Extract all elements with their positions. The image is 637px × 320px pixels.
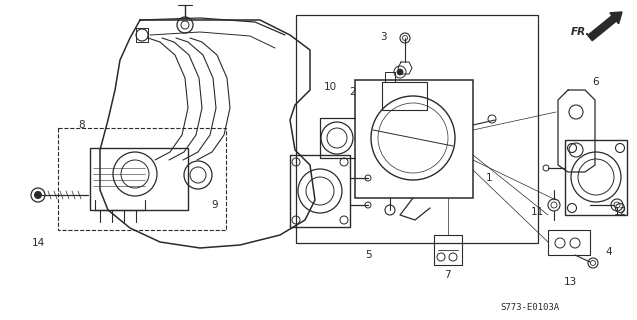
Text: 3: 3 — [380, 32, 386, 42]
Text: 14: 14 — [31, 238, 45, 248]
Bar — [434, 235, 462, 265]
Text: 4: 4 — [606, 247, 612, 257]
Text: 1: 1 — [485, 173, 492, 183]
Bar — [355, 80, 473, 198]
Circle shape — [34, 191, 41, 198]
Text: S773-E0103A: S773-E0103A — [501, 303, 559, 313]
Text: 2: 2 — [350, 87, 356, 97]
Text: 13: 13 — [563, 277, 576, 287]
Text: 6: 6 — [592, 77, 599, 87]
Bar — [290, 155, 350, 227]
Text: 7: 7 — [444, 270, 450, 280]
Text: 11: 11 — [531, 207, 543, 217]
Circle shape — [397, 69, 403, 75]
Bar — [58, 128, 226, 230]
Text: 8: 8 — [79, 120, 85, 130]
FancyArrow shape — [588, 12, 622, 41]
Bar — [382, 82, 427, 110]
Text: FR.: FR. — [571, 27, 590, 37]
Bar — [296, 15, 538, 243]
Text: 10: 10 — [324, 82, 336, 92]
Bar — [548, 230, 590, 255]
Text: 12: 12 — [613, 207, 627, 217]
Bar — [565, 140, 627, 215]
Text: 9: 9 — [211, 200, 218, 210]
Bar — [90, 148, 188, 210]
Text: 5: 5 — [365, 250, 371, 260]
